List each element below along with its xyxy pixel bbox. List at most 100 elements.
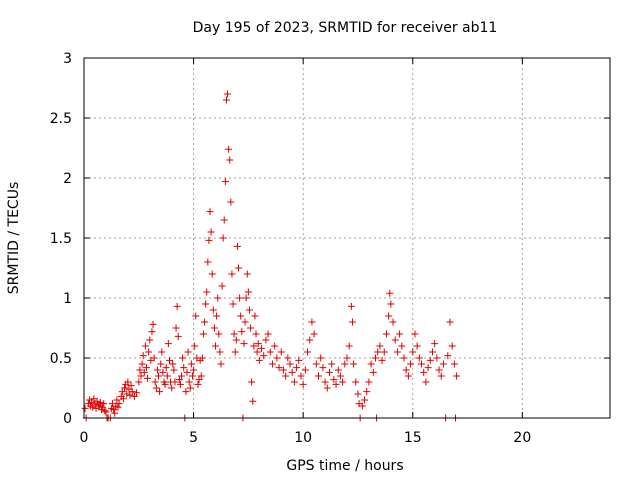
data-point — [99, 403, 107, 411]
data-point — [207, 228, 215, 236]
data-point — [422, 378, 430, 386]
data-point — [435, 366, 443, 374]
data-point — [176, 380, 184, 388]
data-point — [237, 312, 245, 320]
data-point — [153, 366, 161, 374]
data-point — [241, 318, 249, 326]
data-point — [255, 356, 263, 364]
data-point — [433, 354, 441, 362]
data-point — [157, 360, 165, 368]
data-point — [248, 378, 256, 386]
x-tick-label: 10 — [294, 430, 312, 446]
data-point — [279, 366, 287, 374]
data-point — [165, 356, 173, 364]
data-point — [220, 216, 228, 224]
data-point — [231, 348, 239, 356]
data-point — [350, 360, 358, 368]
data-point — [213, 312, 221, 320]
data-point — [347, 302, 355, 310]
data-point — [235, 264, 243, 272]
data-point — [446, 318, 454, 326]
y-tick-label: 1.5 — [50, 231, 72, 247]
data-point — [315, 372, 323, 380]
data-point — [308, 318, 316, 326]
data-point — [301, 366, 309, 374]
data-point — [341, 360, 349, 368]
data-point — [228, 270, 236, 278]
data-point — [290, 378, 298, 386]
data-point — [192, 312, 200, 320]
data-point — [225, 145, 233, 153]
data-point — [118, 388, 126, 396]
data-point — [424, 364, 432, 372]
data-point — [418, 360, 426, 368]
data-point — [140, 368, 148, 376]
data-point — [187, 360, 195, 368]
data-point — [158, 348, 166, 356]
data-point — [400, 354, 408, 362]
data-point — [317, 354, 325, 362]
data-point — [102, 408, 110, 416]
data-point — [123, 390, 131, 398]
data-point — [212, 342, 219, 350]
data-point — [161, 380, 169, 388]
data-point — [250, 342, 258, 350]
data-point — [376, 342, 384, 350]
data-point — [262, 336, 270, 344]
data-point — [268, 360, 276, 368]
data-point — [139, 352, 147, 360]
data-point — [374, 348, 382, 356]
data-point — [142, 364, 150, 372]
data-point — [115, 400, 123, 408]
data-point — [190, 366, 198, 374]
data-point — [330, 376, 338, 384]
data-point — [151, 378, 159, 386]
data-point — [437, 372, 445, 380]
data-point — [243, 270, 251, 278]
data-point — [354, 390, 362, 398]
data-point — [260, 352, 268, 360]
data-point — [304, 348, 312, 356]
data-point — [185, 378, 193, 386]
data-point — [299, 380, 307, 388]
data-point — [312, 360, 320, 368]
data-point — [249, 397, 257, 405]
data-point — [264, 330, 272, 338]
data-point — [253, 348, 261, 356]
data-point — [420, 368, 428, 376]
data-point — [188, 372, 196, 380]
data-point — [413, 342, 421, 350]
data-point — [152, 384, 160, 392]
data-point — [217, 360, 225, 368]
data-point — [210, 324, 218, 332]
x-axis-ticks: 0 5 10 15 20 — [80, 58, 531, 446]
data-point — [203, 288, 211, 296]
data-point — [389, 318, 397, 326]
data-point — [369, 368, 377, 376]
data-point — [385, 312, 393, 320]
data-point — [382, 330, 390, 338]
data-point — [404, 372, 412, 380]
data-point — [323, 384, 331, 392]
data-point — [141, 342, 149, 350]
data-point — [230, 330, 238, 338]
data-point — [387, 300, 395, 308]
data-point — [386, 289, 394, 297]
y-axis-ticks: 0 0.5 1 1.5 2 2.5 3 — [50, 51, 610, 427]
data-point — [306, 336, 314, 344]
data-point — [173, 302, 181, 310]
data-point — [407, 360, 415, 368]
y-tick-label: 3 — [63, 51, 72, 67]
data-point — [352, 378, 360, 386]
data-point — [205, 236, 213, 244]
data-point — [163, 372, 171, 380]
data-point — [363, 388, 371, 396]
data-point — [155, 372, 163, 380]
data-point — [293, 364, 301, 372]
data-point — [191, 342, 199, 350]
data-point — [218, 282, 226, 290]
data-point — [251, 312, 259, 320]
data-point — [282, 372, 290, 380]
data-point — [232, 336, 240, 344]
data-point — [171, 378, 179, 386]
